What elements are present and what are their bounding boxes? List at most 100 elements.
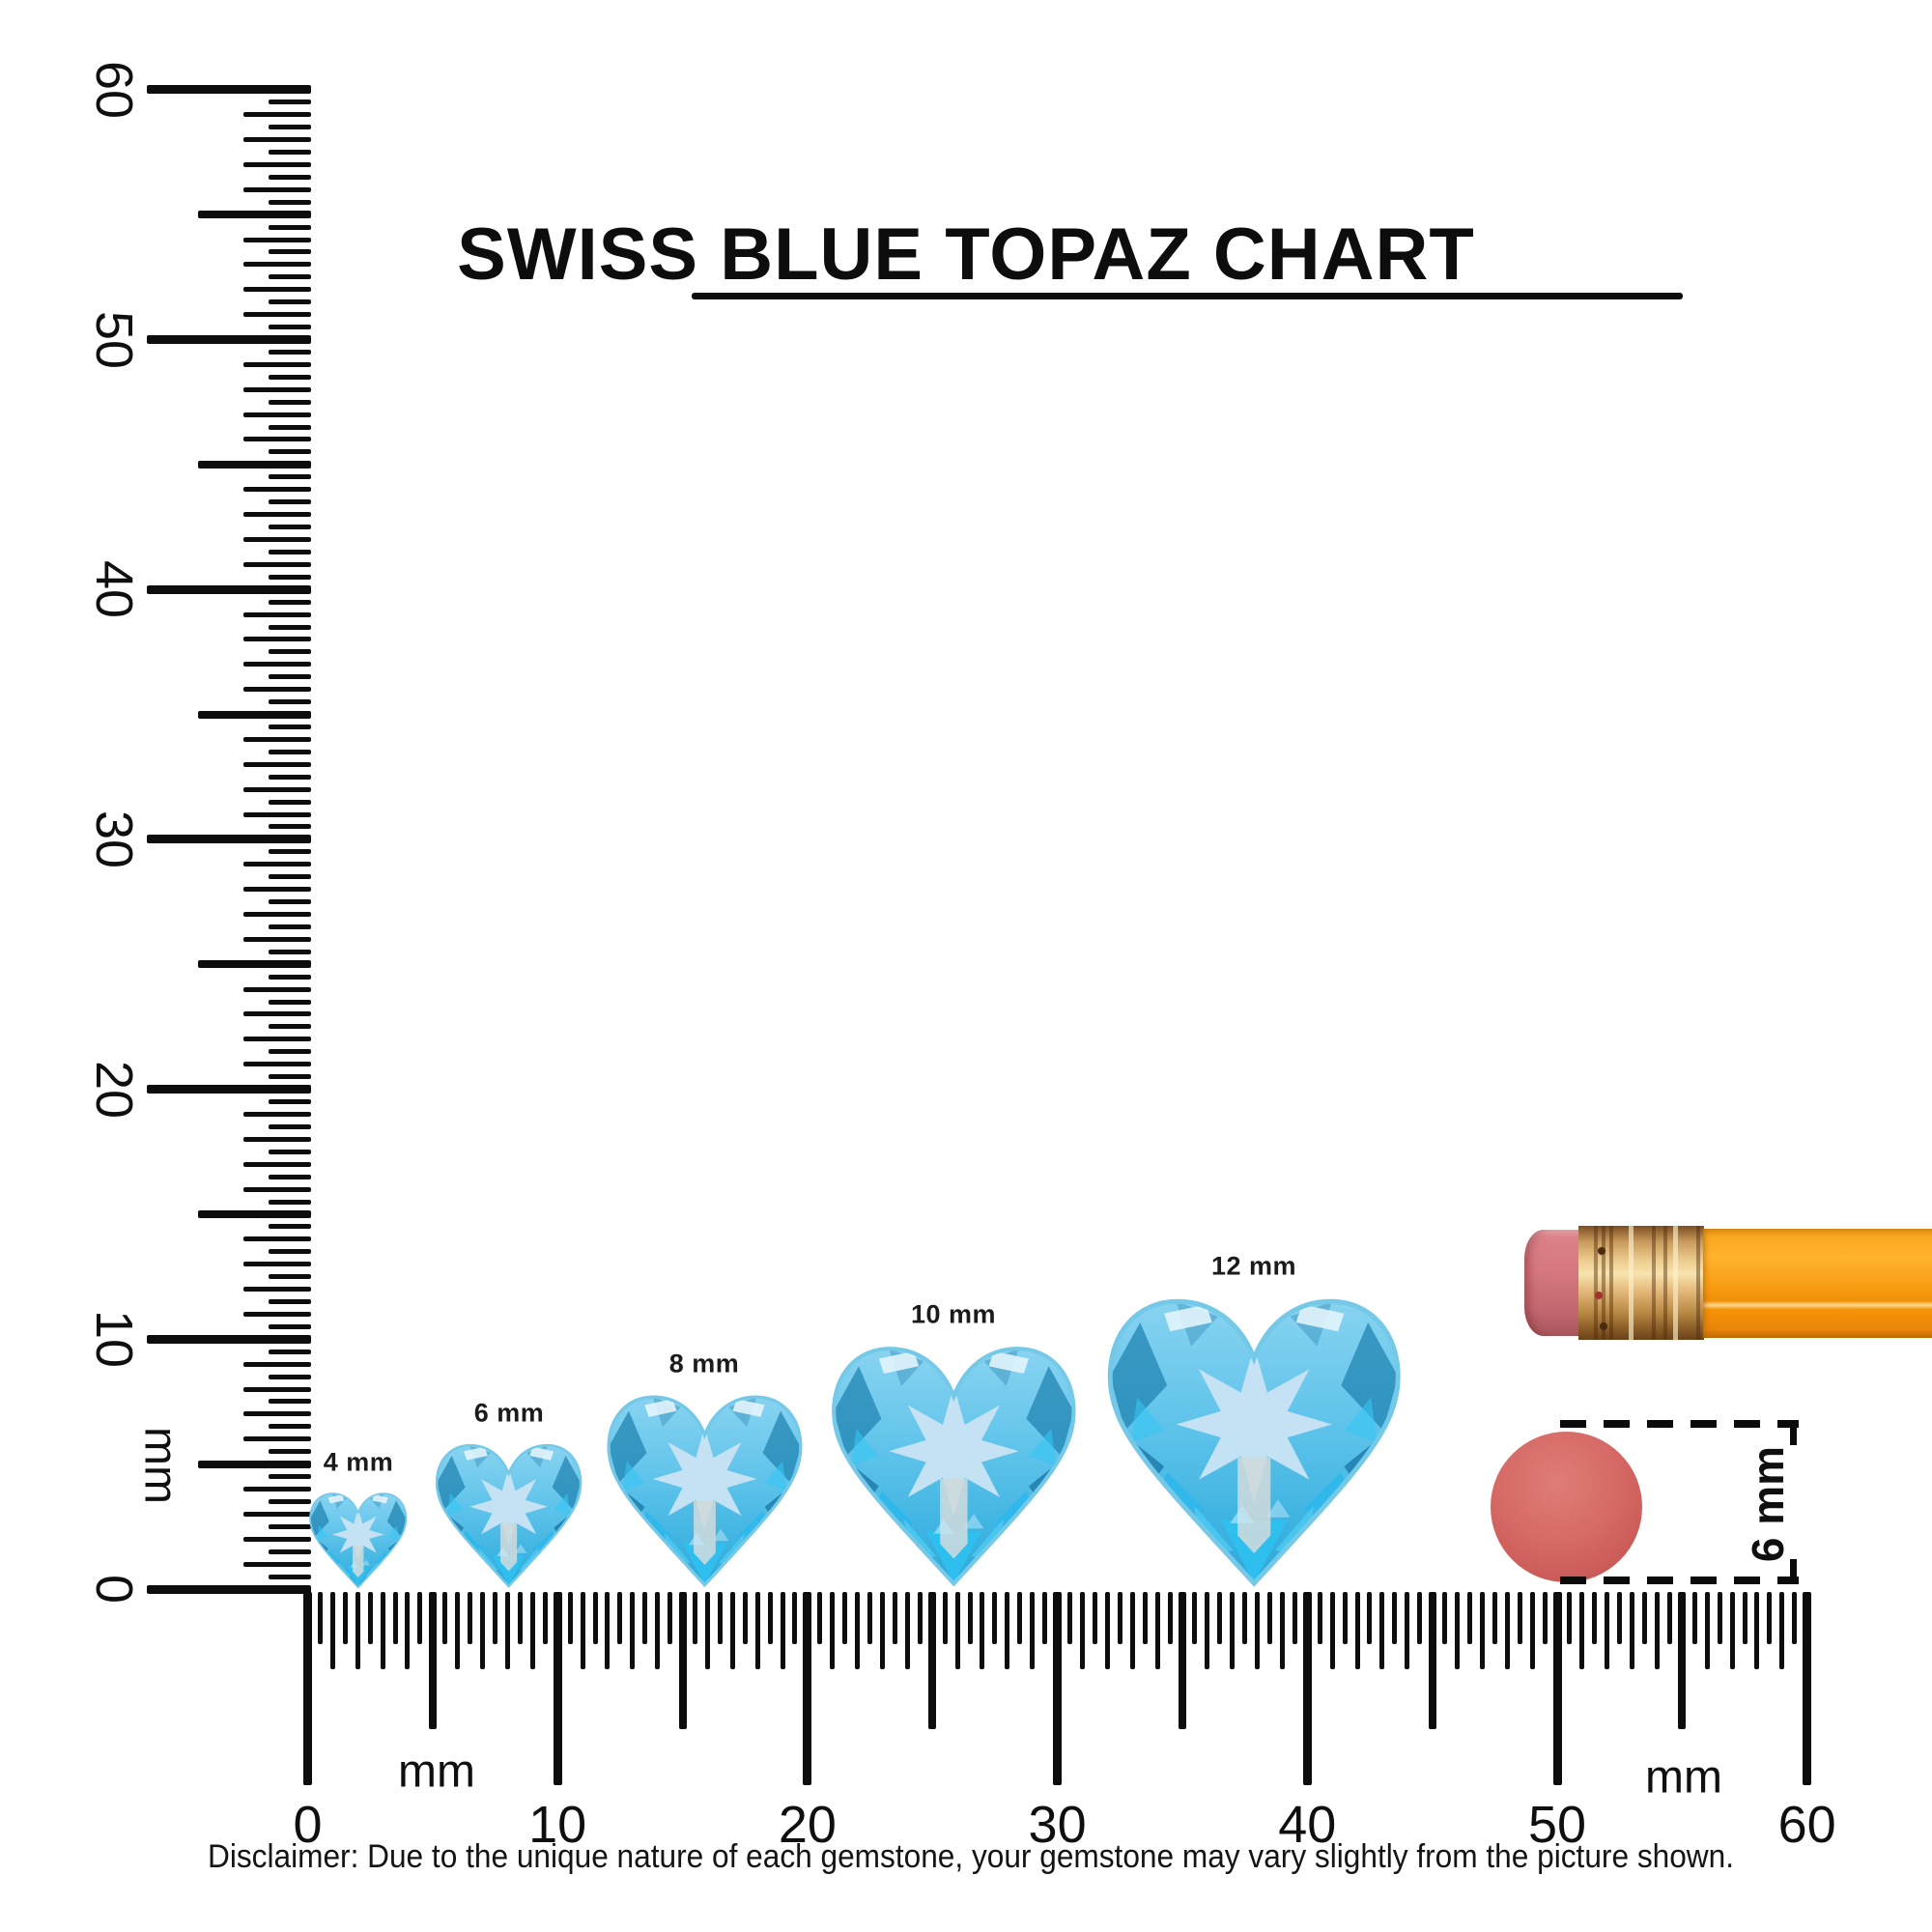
vertical-ruler-tick	[269, 599, 311, 605]
horizontal-ruler-tick	[1042, 1592, 1048, 1644]
eraser-diameter-label: 6 mm	[1743, 1445, 1793, 1563]
vertical-ruler-tick	[243, 1361, 311, 1367]
vertical-ruler-tick	[269, 1374, 311, 1379]
vertical-ruler-tick	[269, 349, 311, 355]
vertical-ruler-unit-label: mm	[134, 1427, 186, 1504]
horizontal-ruler-tick	[1717, 1592, 1722, 1644]
pencil-body	[1703, 1229, 1932, 1338]
horizontal-ruler-tick	[1017, 1592, 1023, 1644]
horizontal-ruler-tick	[1642, 1592, 1648, 1644]
horizontal-ruler-number: 10	[528, 1796, 587, 1854]
vertical-ruler-tick	[269, 974, 311, 980]
ferrule-rivet	[1598, 1247, 1605, 1255]
vertical-ruler-tick	[269, 499, 311, 505]
gem-size-label: 4 mm	[323, 1447, 394, 1477]
vertical-ruler-tick	[269, 424, 311, 430]
vertical-ruler-tick	[269, 224, 311, 230]
vertical-ruler-tick	[243, 1561, 311, 1567]
horizontal-ruler-tick	[1167, 1592, 1173, 1644]
horizontal-ruler-tick	[954, 1592, 960, 1669]
vertical-ruler-tick	[243, 986, 311, 992]
vertical-ruler-tick	[198, 460, 311, 469]
vertical-ruler-tick	[269, 525, 311, 530]
horizontal-ruler-tick	[1292, 1592, 1297, 1644]
horizontal-ruler-tick	[767, 1592, 773, 1644]
ferrule-crimp-ring	[1652, 1226, 1656, 1340]
horizontal-ruler-number: 40	[1278, 1796, 1337, 1854]
horizontal-ruler-tick	[355, 1592, 360, 1669]
annotation-dash-top	[1560, 1420, 1799, 1428]
horizontal-ruler-tick	[392, 1592, 398, 1644]
horizontal-ruler-tick	[1205, 1592, 1210, 1669]
horizontal-ruler-tick	[592, 1592, 598, 1644]
horizontal-ruler-tick	[504, 1592, 510, 1669]
vertical-ruler-tick	[269, 474, 311, 480]
vertical-ruler-tick	[147, 1085, 311, 1094]
vertical-ruler-tick	[243, 536, 311, 542]
horizontal-ruler-tick	[855, 1592, 861, 1669]
vertical-ruler-tick	[269, 624, 311, 630]
vertical-ruler-tick	[269, 1298, 311, 1304]
vertical-ruler-tick	[243, 662, 311, 668]
horizontal-ruler-tick	[830, 1592, 836, 1669]
horizontal-ruler-tick	[1792, 1592, 1798, 1644]
horizontal-ruler-tick	[867, 1592, 873, 1644]
vertical-ruler-tick	[147, 335, 311, 344]
horizontal-ruler-tick	[1542, 1592, 1548, 1644]
horizontal-ruler-tick	[329, 1592, 335, 1669]
horizontal-ruler-tick	[1342, 1592, 1348, 1644]
horizontal-ruler-tick	[1729, 1592, 1735, 1669]
horizontal-ruler-number: 0	[293, 1796, 323, 1854]
horizontal-ruler-tick	[1053, 1592, 1063, 1785]
vertical-ruler-tick	[147, 1584, 311, 1594]
disclaimer-text: Disclaimer: Due to the unique nature of …	[207, 1838, 1735, 1875]
horizontal-ruler-tick	[1142, 1592, 1148, 1644]
vertical-ruler-tick	[147, 85, 311, 95]
horizontal-ruler-tick	[1803, 1592, 1812, 1785]
horizontal-ruler-number: 20	[778, 1796, 837, 1854]
horizontal-ruler-tick	[717, 1592, 723, 1644]
horizontal-ruler-tick	[792, 1592, 798, 1644]
vertical-ruler-tick	[243, 1386, 311, 1392]
horizontal-ruler-tick	[1255, 1592, 1261, 1669]
horizontal-ruler-tick	[1067, 1592, 1073, 1644]
ferrule-crimp-ring	[1602, 1226, 1605, 1340]
vertical-ruler-tick	[269, 1399, 311, 1405]
vertical-ruler-tick	[269, 449, 311, 455]
horizontal-ruler-tick	[1742, 1592, 1747, 1644]
horizontal-ruler-tick	[729, 1592, 735, 1669]
vertical-ruler-tick	[269, 874, 311, 880]
horizontal-ruler-tick	[1329, 1592, 1335, 1669]
horizontal-ruler-tick	[529, 1592, 535, 1669]
horizontal-ruler-tick	[1030, 1592, 1036, 1669]
vertical-ruler-tick	[243, 1287, 311, 1293]
vertical-ruler-number: 60	[85, 60, 143, 119]
horizontal-ruler-tick	[367, 1592, 373, 1644]
vertical-ruler-tick	[243, 1161, 311, 1167]
horizontal-ruler-tick	[1367, 1592, 1373, 1644]
horizontal-ruler-tick	[1154, 1592, 1160, 1669]
vertical-ruler-tick	[243, 1511, 311, 1517]
horizontal-ruler-tick	[754, 1592, 760, 1669]
horizontal-ruler-tick	[1552, 1592, 1562, 1785]
horizontal-ruler-tick	[317, 1592, 323, 1644]
vertical-ruler-tick	[269, 574, 311, 580]
horizontal-ruler-number: 60	[1777, 1796, 1836, 1854]
horizontal-ruler-unit-label-right: mm	[1645, 1751, 1722, 1804]
horizontal-ruler-tick	[928, 1592, 937, 1729]
horizontal-ruler-tick	[704, 1592, 710, 1669]
vertical-ruler-tick	[269, 1449, 311, 1455]
vertical-ruler-tick	[243, 1487, 311, 1492]
ferrule-crimp-ring	[1594, 1226, 1598, 1340]
vertical-ruler-number: 50	[85, 310, 143, 369]
vertical-ruler-tick	[243, 137, 311, 143]
gem-size-label: 8 mm	[668, 1349, 740, 1378]
vertical-ruler-tick	[243, 512, 311, 518]
vertical-ruler-tick	[269, 1174, 311, 1179]
heart-gem-10mm	[829, 1344, 1079, 1589]
horizontal-ruler-tick	[1104, 1592, 1110, 1669]
ferrule-crimp-ring	[1609, 1226, 1613, 1340]
vertical-ruler-tick	[198, 960, 311, 969]
horizontal-ruler-tick	[1492, 1592, 1497, 1644]
pencil-ferrule	[1578, 1226, 1704, 1340]
